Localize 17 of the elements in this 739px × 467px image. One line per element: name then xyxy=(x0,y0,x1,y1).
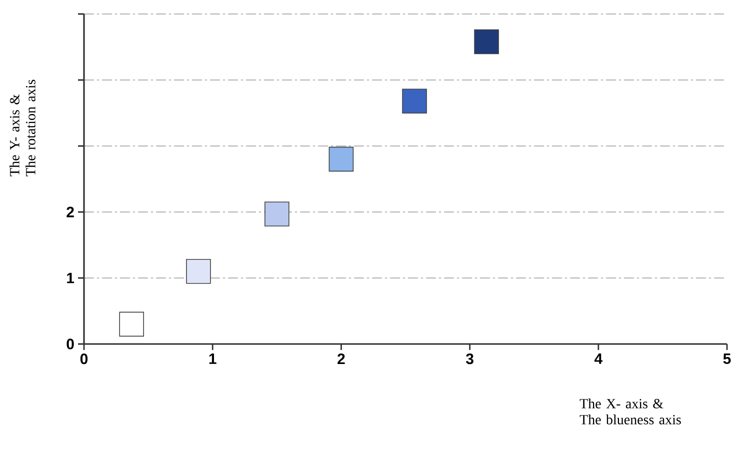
x-axis-title: The X- axis & The blueness axis xyxy=(580,398,681,424)
y-tick-label: 1 xyxy=(67,272,74,284)
point xyxy=(264,202,290,226)
point xyxy=(474,29,499,54)
y-axis-title: The Y- axis & The rotation axis xyxy=(10,80,36,176)
y-tick-label: 0 xyxy=(66,338,74,350)
x-tick-label: 4 xyxy=(594,354,602,364)
point xyxy=(119,312,144,337)
point xyxy=(328,146,354,172)
x-tick-label: 3 xyxy=(466,354,474,364)
x-tick-label: 2 xyxy=(338,354,345,364)
point xyxy=(402,88,427,114)
y-tick-label: 2 xyxy=(66,206,74,218)
point xyxy=(186,259,211,284)
x-tick-label: 5 xyxy=(723,354,731,364)
x-tick-label: 1 xyxy=(209,354,216,364)
x-tick-label: 0 xyxy=(80,354,88,364)
